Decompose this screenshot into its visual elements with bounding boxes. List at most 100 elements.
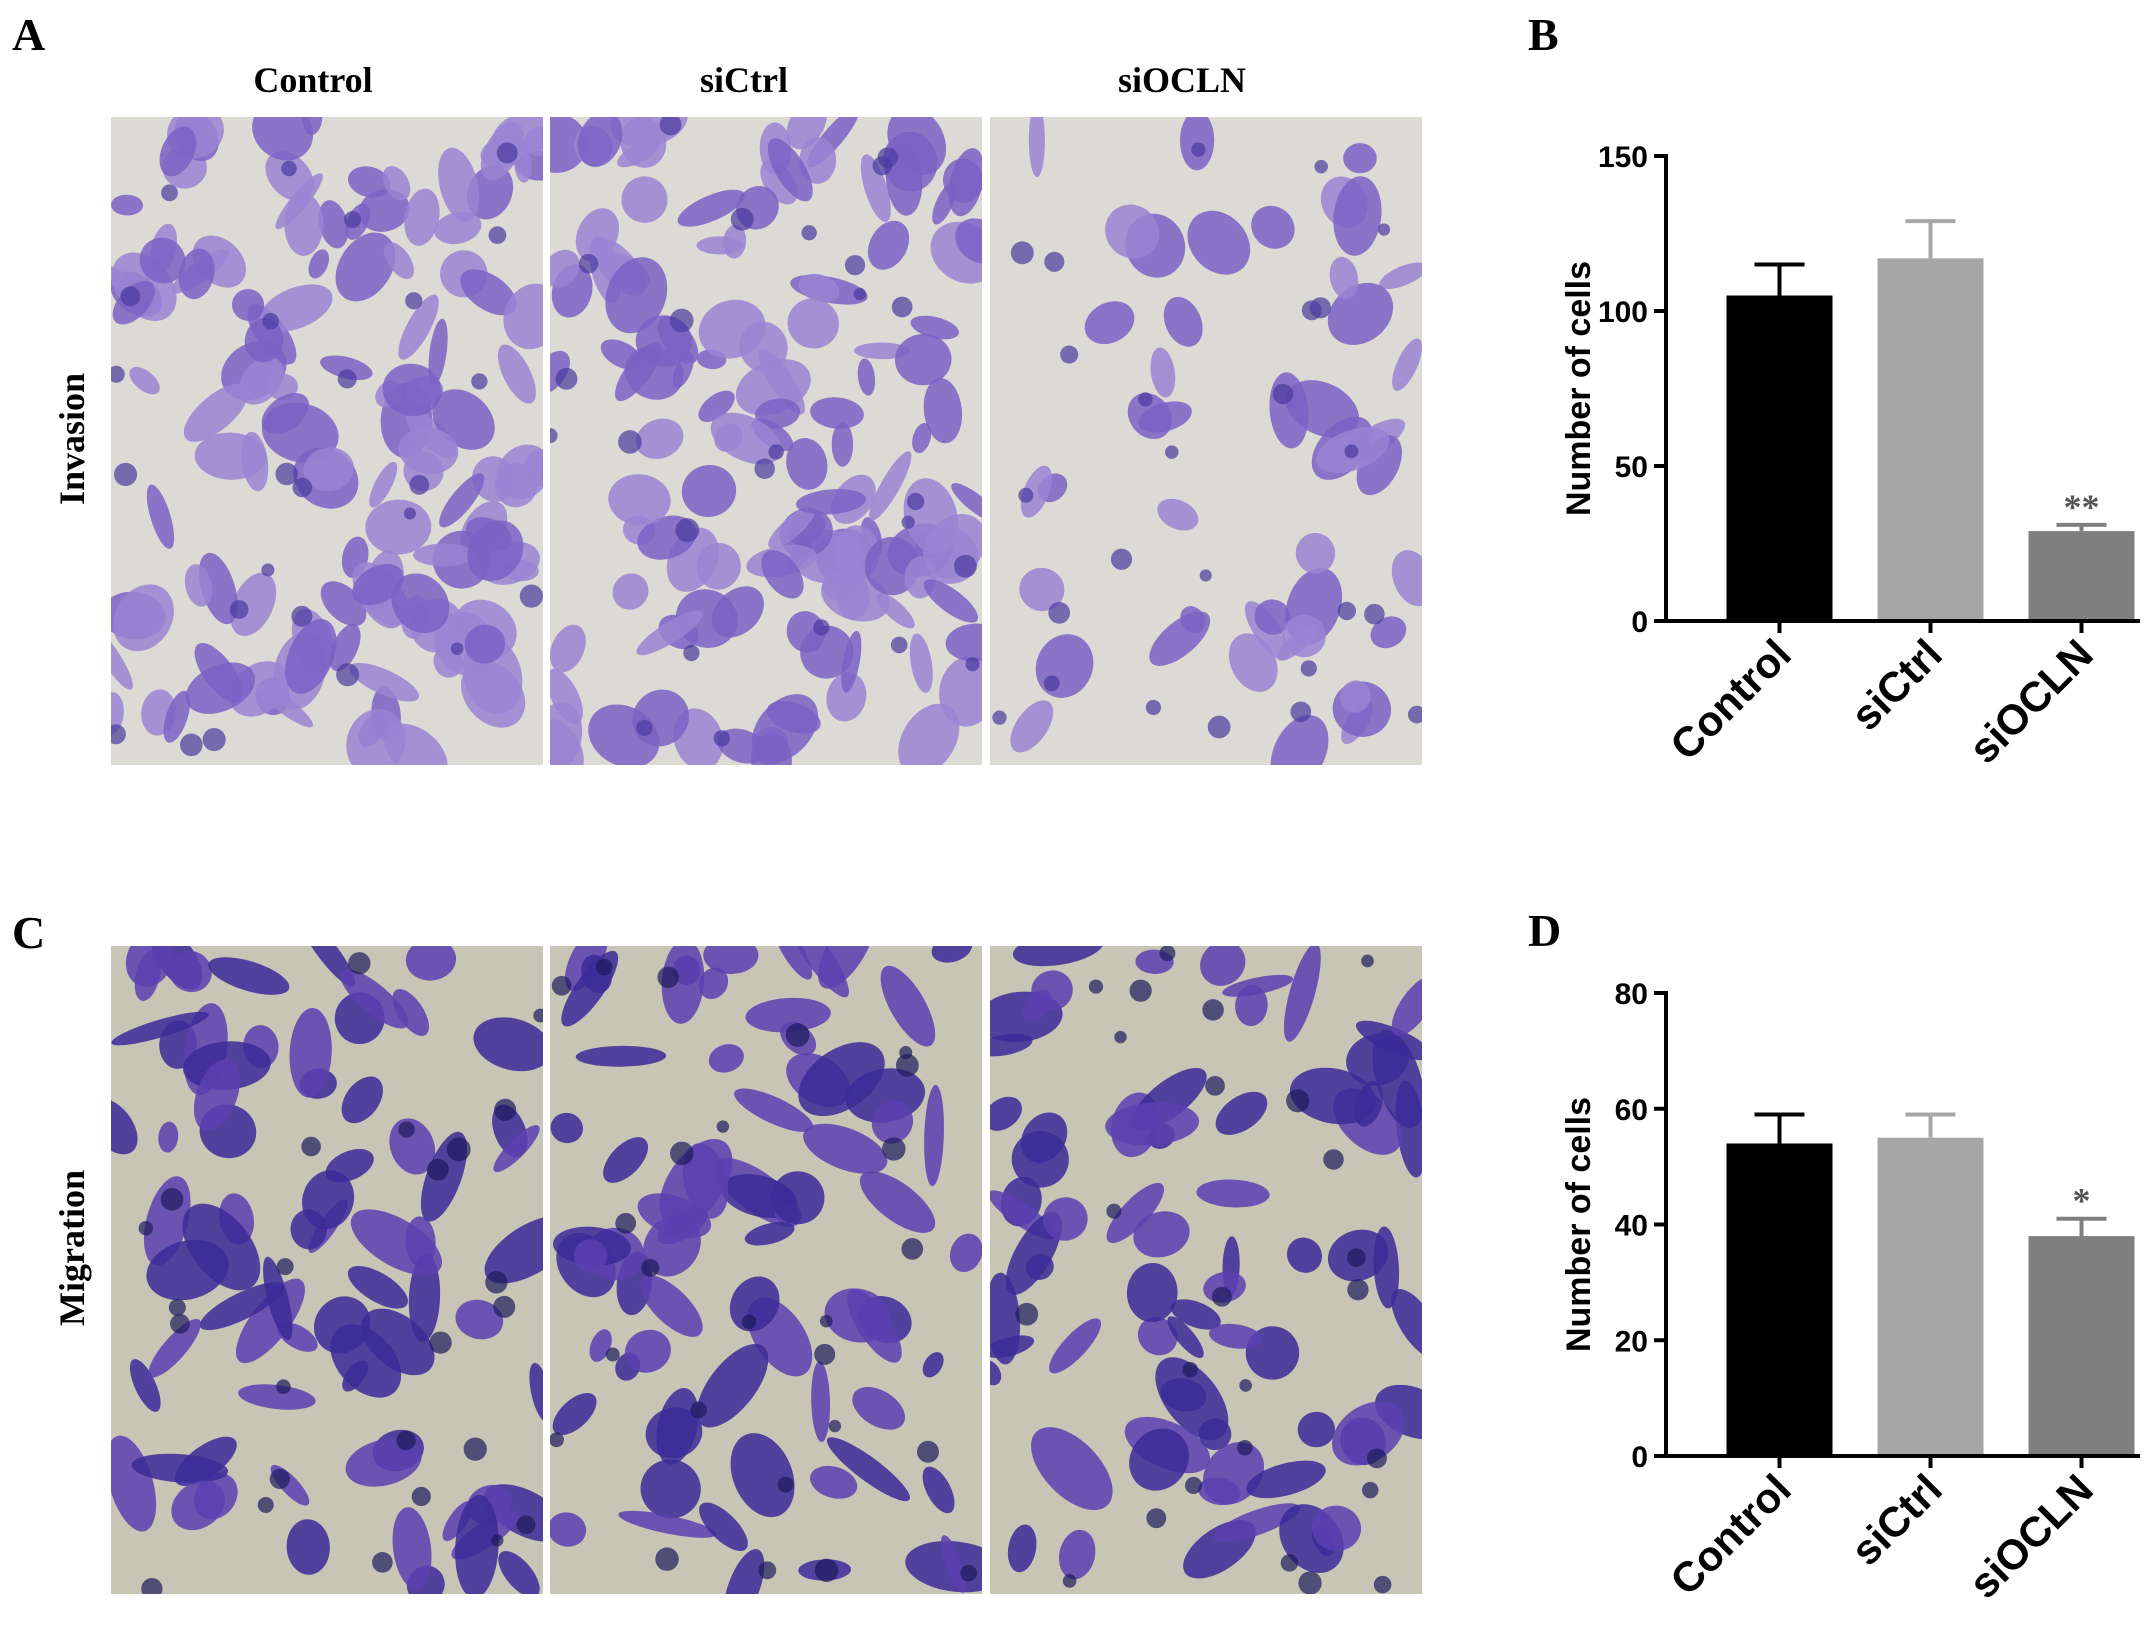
cell: [199, 1282, 285, 1331]
nucleus: [343, 211, 362, 229]
nucleus: [1272, 383, 1294, 405]
cell: [184, 564, 213, 607]
cell: [1355, 1020, 1422, 1061]
cell: [869, 451, 912, 521]
cell: [699, 1502, 748, 1551]
cell: [867, 220, 910, 270]
nucleus: [758, 1561, 777, 1580]
nucleus: [494, 1098, 517, 1121]
nucleus: [890, 636, 908, 654]
nucleus: [670, 1141, 694, 1166]
nucleus: [275, 462, 298, 486]
cell: [113, 584, 174, 652]
cell: [514, 145, 532, 183]
cell: [111, 1098, 138, 1155]
cell: [932, 182, 957, 225]
nucleus: [1377, 223, 1391, 236]
nucleus: [1138, 392, 1153, 407]
cell: [912, 423, 932, 454]
cell: [951, 483, 982, 524]
nucleus: [1207, 715, 1231, 739]
cell: [852, 1386, 906, 1430]
cell: [910, 315, 959, 340]
nucleus: [1182, 1361, 1199, 1378]
nucleus: [814, 1343, 836, 1365]
cell: [171, 1480, 226, 1531]
nucleus: [1337, 601, 1357, 621]
cell: [1329, 256, 1359, 299]
cell: [909, 633, 933, 693]
nucleus: [891, 296, 913, 318]
cell: [182, 1203, 261, 1291]
cell: [391, 573, 450, 634]
nucleus: [113, 462, 138, 486]
column-label: siOCLN: [1118, 60, 1246, 100]
cell: [755, 398, 801, 429]
cell: [1196, 1179, 1270, 1208]
nucleus: [1018, 487, 1034, 503]
nucleus: [403, 507, 416, 520]
nucleus: [1367, 1448, 1387, 1469]
cell: [1187, 210, 1251, 275]
cell: [948, 148, 982, 217]
nucleus: [1129, 979, 1152, 1002]
nucleus: [1060, 345, 1079, 364]
micrograph: [550, 946, 982, 1594]
nucleus: [269, 1468, 290, 1489]
cell: [799, 137, 837, 184]
cell: [1150, 347, 1176, 398]
cell: [345, 1438, 422, 1487]
nucleus: [409, 475, 430, 495]
cell: [384, 723, 448, 765]
cell: [340, 969, 409, 1029]
cell: [1127, 392, 1172, 440]
nucleus: [336, 663, 360, 687]
nucleus: [716, 1120, 730, 1133]
cell: [857, 358, 876, 396]
cell: [824, 1288, 891, 1343]
cell: [238, 1384, 316, 1410]
x-tick-label: Control: [1661, 630, 1800, 769]
nucleus: [1298, 1571, 1322, 1594]
nucleus: [669, 308, 694, 333]
cell: [174, 1436, 237, 1487]
cell: [550, 1112, 583, 1144]
nucleus: [496, 142, 518, 164]
cell: [439, 473, 485, 528]
cell: [990, 1033, 1033, 1057]
y-tick-label: 0: [1631, 1441, 1648, 1474]
nucleus: [1048, 601, 1071, 624]
significance: *: [2073, 1181, 2091, 1221]
cell: [408, 1253, 441, 1343]
nucleus: [281, 160, 297, 177]
cell: [761, 550, 804, 599]
cell: [163, 690, 191, 743]
cell: [1049, 1318, 1102, 1374]
cell: [232, 288, 265, 321]
cell: [455, 1495, 499, 1594]
nucleus: [1286, 1089, 1310, 1113]
nucleus: [1344, 444, 1359, 459]
cell: [787, 298, 839, 349]
y-tick-label: 80: [1615, 978, 1648, 1011]
nucleus: [659, 117, 682, 136]
cells: [111, 946, 543, 1594]
cell: [550, 718, 584, 765]
cell: [696, 1343, 769, 1428]
cell: [605, 257, 668, 334]
cell: [398, 294, 439, 360]
nucleus: [291, 605, 313, 627]
nucleus: [550, 428, 558, 444]
cell: [826, 672, 867, 722]
cell: [931, 946, 973, 963]
nucleus: [1062, 1574, 1077, 1588]
cell: [308, 249, 330, 279]
cell: [734, 1088, 814, 1133]
nucleus: [1088, 979, 1104, 994]
nucleus: [1237, 1439, 1253, 1456]
micrograph: [111, 117, 543, 765]
cell: [656, 1388, 699, 1465]
cell: [466, 164, 514, 220]
